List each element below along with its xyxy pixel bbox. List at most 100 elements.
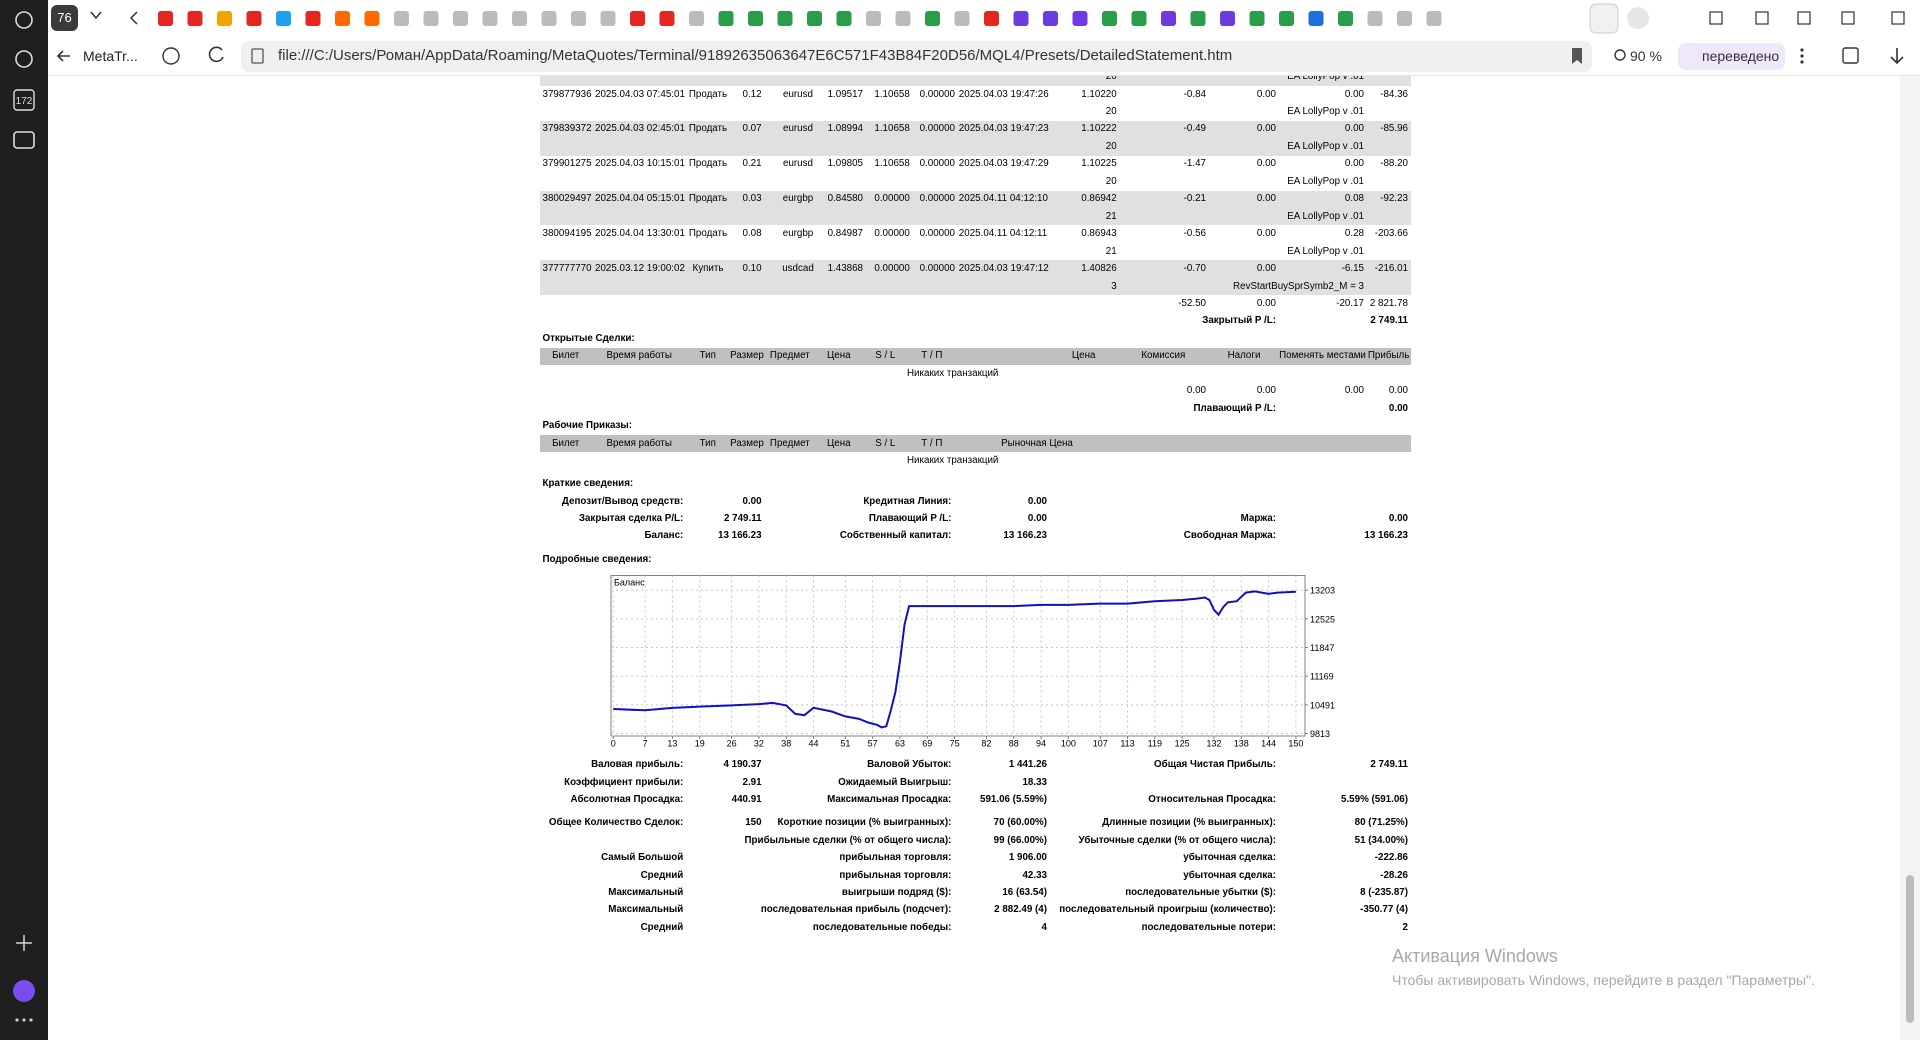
scrollbar-thumb[interactable] (1906, 875, 1914, 1023)
assistant-icon[interactable] (13, 980, 35, 1002)
tab-favicon[interactable] (984, 11, 999, 26)
trade-cell: 0.00 (1344, 88, 1364, 100)
url-text[interactable]: file:///C:/Users/Роман/AppData/Roaming/M… (278, 47, 1233, 64)
x-tick-label: 57 (868, 739, 878, 749)
tab-favicon[interactable] (807, 11, 822, 26)
tab-favicon[interactable] (1043, 11, 1058, 26)
menu-button[interactable] (1800, 60, 1804, 64)
tab-favicon[interactable] (394, 11, 409, 26)
more-icon[interactable] (29, 1018, 33, 1022)
tab-favicon[interactable] (1190, 11, 1206, 26)
tab-favicon[interactable] (1338, 11, 1353, 26)
trade-cell: 2025.04.11 04:12:11 (958, 228, 1048, 240)
collections-button[interactable] (1842, 47, 1859, 64)
x-tick-label: 32 (754, 739, 764, 749)
stat-value: 13 166.23 (1003, 530, 1047, 542)
new-tab[interactable] (1627, 7, 1649, 29)
stat-value: 0.00 (1027, 495, 1047, 507)
tab-favicon[interactable] (246, 11, 262, 26)
bookmark-button[interactable] (1572, 48, 1582, 64)
tab-favicon[interactable] (925, 11, 940, 26)
zoom-level[interactable]: 90 % (1630, 48, 1662, 64)
window-control[interactable] (1797, 11, 1811, 25)
stat-label: Длинные позиции (% выигранных): (1102, 817, 1276, 828)
tab-favicon[interactable] (423, 11, 439, 26)
tab-favicon[interactable] (1102, 11, 1117, 26)
tab-favicon[interactable] (305, 11, 321, 26)
tab-favicon[interactable] (512, 11, 527, 26)
tab-favicon[interactable] (482, 11, 498, 26)
tab-favicon[interactable] (217, 11, 232, 26)
tab-favicon[interactable] (777, 11, 793, 26)
tab-favicon[interactable] (630, 11, 645, 26)
tab-favicon[interactable] (1220, 11, 1235, 26)
tab-favicon[interactable] (364, 11, 380, 26)
window-control[interactable] (1841, 11, 1855, 25)
more-icon[interactable] (15, 1018, 19, 1022)
url-field[interactable] (241, 41, 1592, 72)
tab-favicon[interactable] (866, 11, 881, 26)
x-tick-label: 150 (1288, 739, 1303, 749)
screenshot-icon[interactable] (13, 131, 35, 149)
trade-cell: 379877936 (542, 88, 592, 100)
window-control[interactable] (1891, 11, 1905, 25)
tab-favicon[interactable] (659, 11, 675, 26)
tab-favicon[interactable] (1161, 11, 1176, 26)
stat-value: 99 (66.00%) (993, 835, 1047, 846)
tab-favicon[interactable] (689, 11, 704, 26)
menu-button[interactable] (1800, 48, 1804, 52)
tab-favicon[interactable] (1308, 11, 1324, 26)
back-button[interactable] (56, 50, 70, 62)
trade-cell: 380094195 (542, 228, 592, 240)
tab-favicon[interactable] (453, 11, 468, 26)
tab-back[interactable] (129, 11, 138, 25)
stat-label: Плавающий P /L: (868, 513, 952, 524)
translate-status[interactable]: переведено (1702, 48, 1780, 64)
tab-favicon[interactable] (187, 11, 203, 26)
tab-favicon[interactable] (1367, 11, 1383, 26)
tab-count[interactable]: 76 (51, 5, 78, 31)
tab-favicon[interactable] (1131, 11, 1147, 26)
tab-favicon[interactable] (1072, 11, 1088, 26)
active-tab[interactable] (1589, 3, 1619, 34)
tab-favicon[interactable] (836, 11, 852, 26)
trade-cell: 0.00 (1256, 88, 1276, 100)
tab-favicon[interactable] (541, 11, 557, 26)
window-control[interactable] (1709, 11, 1723, 25)
tab-favicon[interactable] (1426, 11, 1442, 26)
tab-favicon[interactable] (748, 11, 763, 26)
menu-button[interactable] (1800, 54, 1804, 58)
tab-favicon[interactable] (954, 11, 970, 26)
tab-favicon[interactable] (600, 11, 616, 26)
tab-favicon[interactable] (895, 11, 911, 26)
yandex-button[interactable] (162, 47, 180, 65)
tab-scroll[interactable] (90, 11, 102, 20)
history-icon[interactable] (15, 11, 33, 29)
tab-favicon[interactable] (1279, 11, 1294, 26)
window-control[interactable] (1755, 11, 1769, 25)
scrollbar[interactable] (1900, 76, 1920, 1040)
more-icon[interactable] (22, 1018, 26, 1022)
tab-favicon[interactable] (1397, 11, 1412, 26)
stat-value: 0.00 (1027, 513, 1047, 524)
translate-pill[interactable] (1678, 43, 1785, 70)
tab-favicon[interactable] (718, 11, 734, 26)
stat-value: 13 166.23 (1364, 530, 1408, 542)
badge-icon[interactable] (13, 89, 35, 111)
tab-favicon[interactable] (158, 11, 173, 26)
tab-favicon[interactable] (571, 11, 586, 26)
tab-favicon[interactable] (1249, 11, 1265, 26)
tab-favicon[interactable] (335, 11, 350, 26)
downloads-button[interactable] (1890, 48, 1904, 65)
column-header: Цена (1071, 350, 1096, 362)
column-header: Налоги (1227, 350, 1261, 362)
zoom-icon (1614, 49, 1626, 61)
reload-button[interactable] (208, 46, 224, 63)
tab-title[interactable]: MetaTr... (83, 48, 138, 64)
video-icon[interactable] (15, 50, 33, 68)
trade-cell: 1.09805 (827, 158, 863, 170)
stat-value: 42.33 (1022, 869, 1047, 881)
tab-favicon[interactable] (1013, 11, 1029, 26)
trade-cell: 380029497 (542, 193, 592, 205)
tab-favicon[interactable] (276, 11, 291, 26)
